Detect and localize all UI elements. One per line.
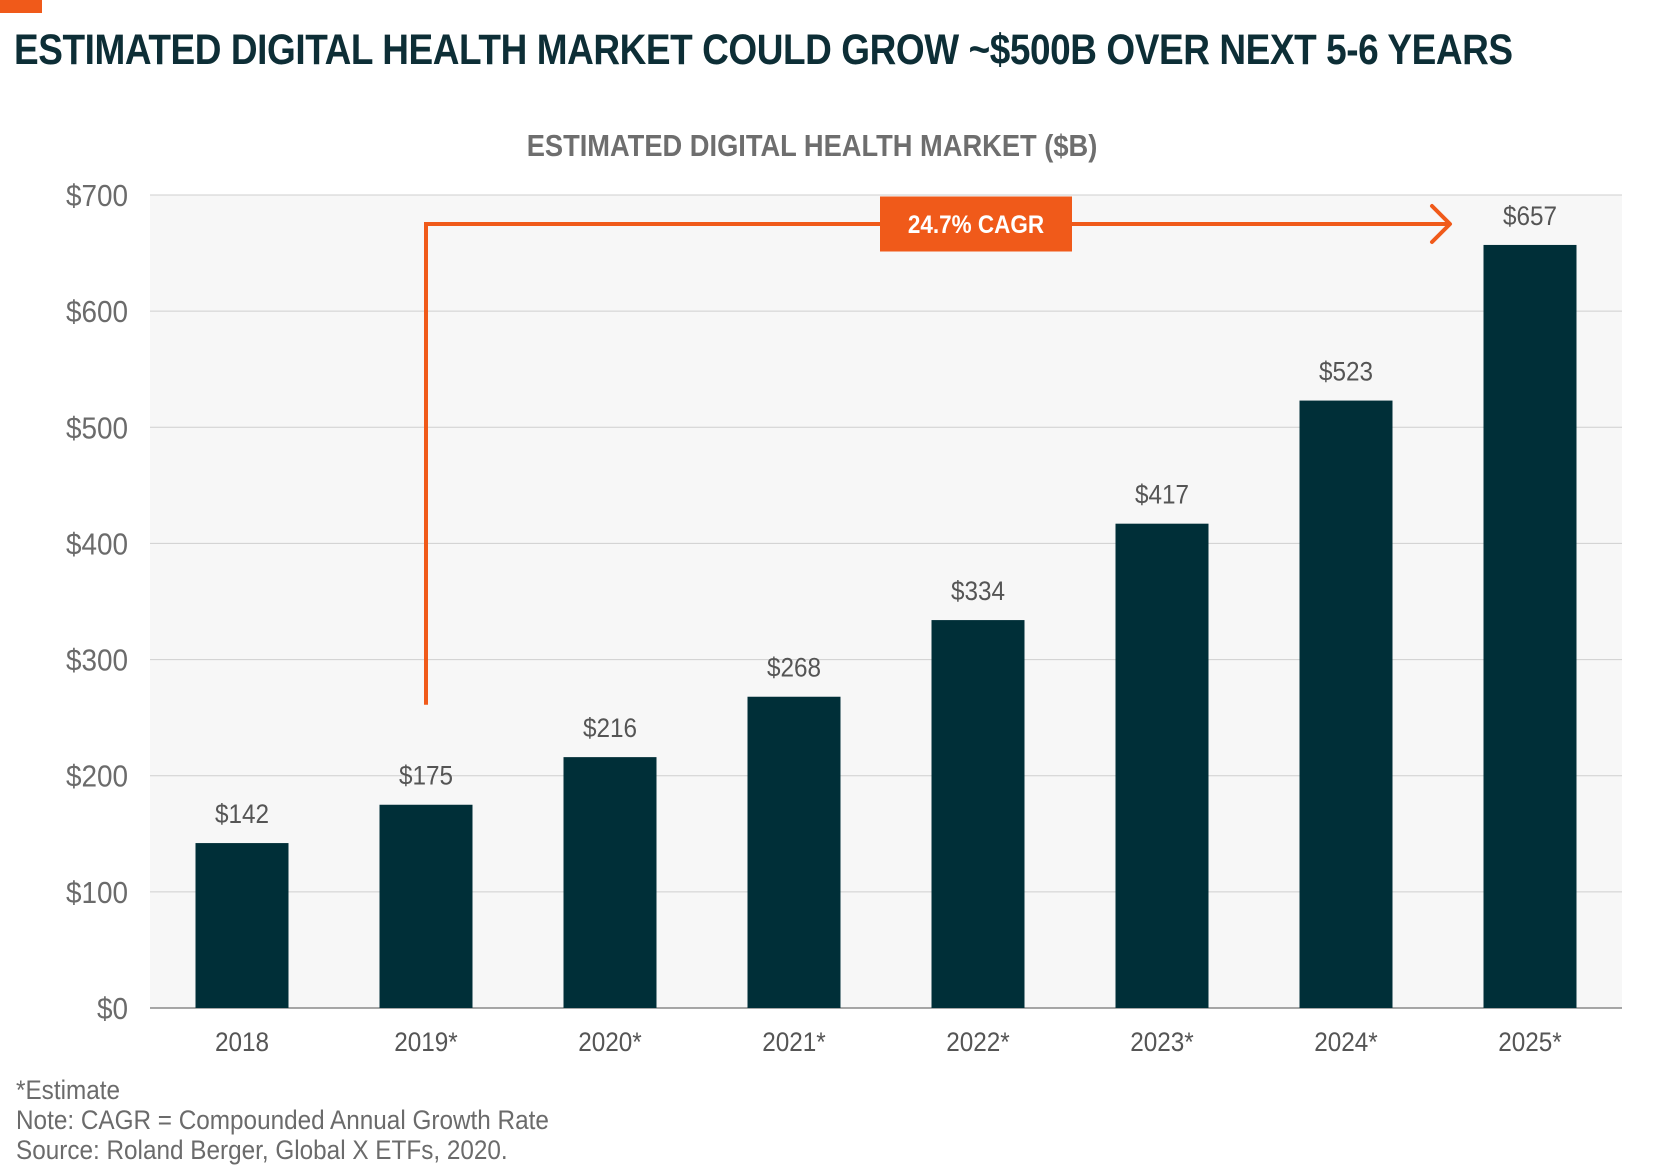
cagr-badge bbox=[880, 196, 1072, 252]
bar bbox=[1299, 400, 1393, 1008]
x-tick-label: 2020* bbox=[578, 1028, 641, 1057]
bar-value-label: $268 bbox=[767, 654, 821, 683]
bar-value-label: $216 bbox=[583, 714, 637, 743]
bar bbox=[195, 843, 289, 1008]
x-tick-label: 2019* bbox=[394, 1028, 457, 1057]
bar-value-label: $417 bbox=[1135, 481, 1189, 510]
footnotes: *Estimate Note: CAGR = Compounded Annual… bbox=[16, 1075, 608, 1165]
bar bbox=[1115, 523, 1209, 1008]
x-tick-label: 2024* bbox=[1314, 1028, 1377, 1057]
y-tick-label: $600 bbox=[66, 295, 128, 330]
cagr-badge-label: 24.7% CAGR bbox=[908, 211, 1044, 239]
bar bbox=[379, 804, 473, 1008]
bar-value-label: $142 bbox=[215, 800, 269, 829]
cagr-arrow-line bbox=[424, 222, 1450, 705]
y-tick-label: $700 bbox=[66, 179, 128, 214]
plot-area bbox=[150, 195, 1622, 1008]
accent-bar bbox=[0, 0, 42, 13]
bar bbox=[563, 757, 657, 1008]
bar bbox=[931, 620, 1025, 1008]
x-tick-label: 2025* bbox=[1498, 1028, 1561, 1057]
x-tick-label: 2021* bbox=[762, 1028, 825, 1057]
bar-value-label: $175 bbox=[399, 762, 453, 791]
y-tick-label: $200 bbox=[66, 759, 128, 794]
x-tick-label: 2018 bbox=[215, 1028, 269, 1057]
y-tick-label: $0 bbox=[97, 992, 128, 1027]
cagr-arrowhead bbox=[1430, 204, 1452, 244]
chart-title: ESTIMATED DIGITAL HEALTH MARKET ($B) bbox=[527, 129, 1098, 163]
x-tick-label: 2023* bbox=[1130, 1028, 1193, 1057]
x-tick-label: 2022* bbox=[946, 1028, 1009, 1057]
y-tick-label: $100 bbox=[66, 876, 128, 911]
footnote-estimate: *Estimate bbox=[16, 1075, 120, 1105]
page-title: ESTIMATED DIGITAL HEALTH MARKET COULD GR… bbox=[14, 26, 1513, 74]
bar bbox=[1483, 244, 1577, 1009]
y-tick-label: $300 bbox=[66, 643, 128, 678]
bar-value-label: $523 bbox=[1319, 357, 1373, 386]
footnote-note: Note: CAGR = Compounded Annual Growth Ra… bbox=[16, 1105, 549, 1135]
bar-value-label: $657 bbox=[1503, 202, 1557, 231]
bar-value-label: $334 bbox=[951, 577, 1005, 606]
footnote-source: Source: Roland Berger, Global X ETFs, 20… bbox=[16, 1135, 508, 1165]
bar bbox=[747, 696, 841, 1008]
y-tick-label: $400 bbox=[66, 527, 128, 562]
y-tick-label: $500 bbox=[66, 411, 128, 446]
